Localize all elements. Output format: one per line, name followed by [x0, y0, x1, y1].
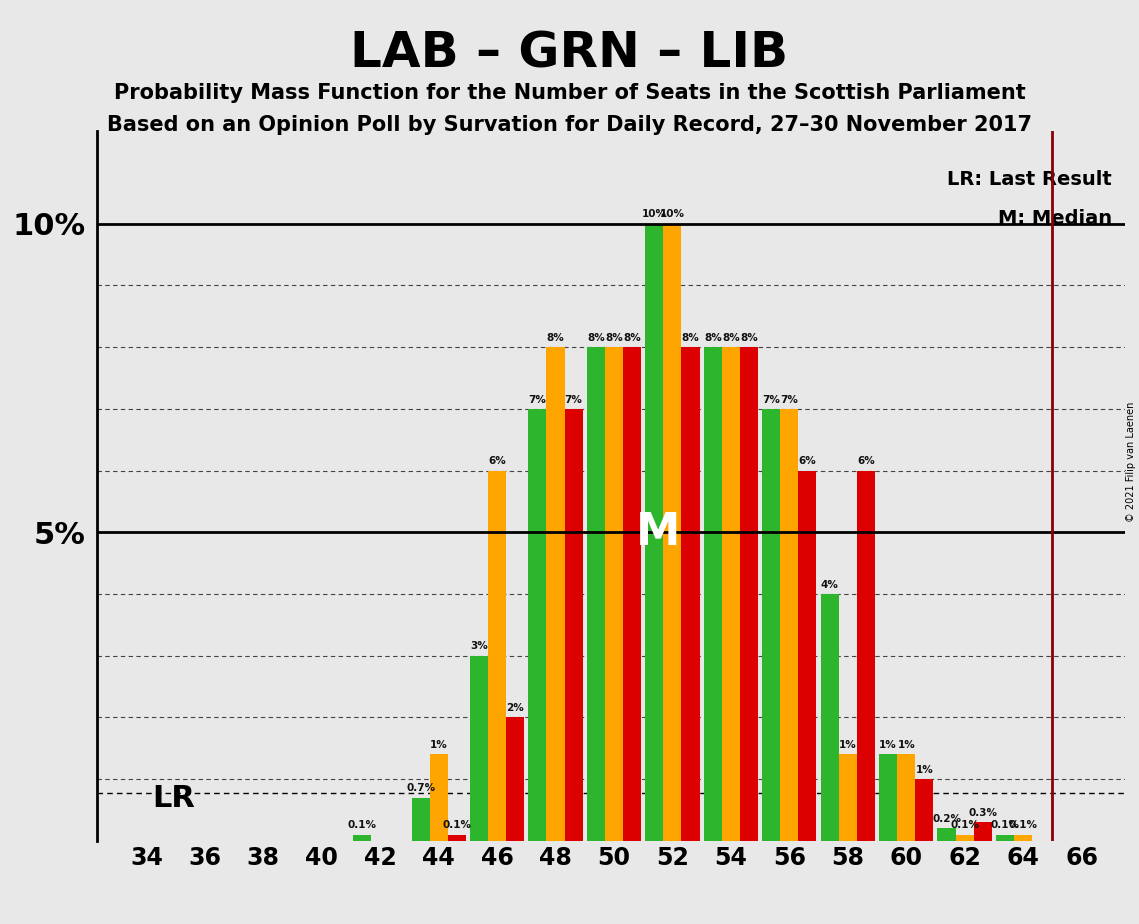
Text: 7%: 7% — [565, 395, 583, 405]
Text: 7%: 7% — [528, 395, 547, 405]
Text: 1%: 1% — [429, 740, 448, 750]
Bar — [646, 224, 663, 841]
Text: M: Median: M: Median — [998, 209, 1112, 228]
Bar — [857, 470, 875, 841]
Text: 10%: 10% — [659, 210, 685, 219]
Bar — [681, 347, 699, 841]
Bar — [740, 347, 759, 841]
Bar — [528, 409, 547, 841]
Text: 8%: 8% — [605, 333, 623, 343]
Text: 0.1%: 0.1% — [347, 821, 377, 831]
Bar — [879, 755, 898, 841]
Text: Based on an Opinion Poll by Survation for Daily Record, 27–30 November 2017: Based on an Opinion Poll by Survation fo… — [107, 115, 1032, 135]
Text: 8%: 8% — [681, 333, 699, 343]
Text: LR: Last Result: LR: Last Result — [948, 170, 1112, 189]
Bar — [937, 829, 956, 841]
Text: 6%: 6% — [489, 456, 506, 467]
Bar — [898, 755, 916, 841]
Text: 8%: 8% — [547, 333, 565, 343]
Bar — [956, 834, 974, 841]
Bar — [587, 347, 605, 841]
Bar — [353, 834, 371, 841]
Text: LR: LR — [153, 784, 195, 813]
Text: 8%: 8% — [704, 333, 722, 343]
Text: 0.1%: 0.1% — [1008, 821, 1038, 831]
Text: 7%: 7% — [762, 395, 780, 405]
Bar — [780, 409, 798, 841]
Text: 0.1%: 0.1% — [991, 821, 1019, 831]
Text: 0.1%: 0.1% — [950, 821, 980, 831]
Text: 0.3%: 0.3% — [968, 808, 998, 818]
Bar — [547, 347, 565, 841]
Bar — [605, 347, 623, 841]
Text: Probability Mass Function for the Number of Seats in the Scottish Parliament: Probability Mass Function for the Number… — [114, 83, 1025, 103]
Text: 0.7%: 0.7% — [405, 784, 435, 794]
Text: 1%: 1% — [839, 740, 857, 750]
Bar — [565, 409, 583, 841]
Bar — [820, 594, 838, 841]
Bar — [704, 347, 722, 841]
Bar — [916, 779, 933, 841]
Text: 0.1%: 0.1% — [442, 821, 472, 831]
Text: 1%: 1% — [916, 765, 933, 775]
Text: 8%: 8% — [587, 333, 605, 343]
Bar — [448, 834, 466, 841]
Text: © 2021 Filip van Laenen: © 2021 Filip van Laenen — [1126, 402, 1136, 522]
Text: 10%: 10% — [641, 210, 666, 219]
Bar — [663, 224, 681, 841]
Text: 2%: 2% — [507, 703, 524, 713]
Text: 4%: 4% — [821, 579, 838, 590]
Bar — [411, 797, 429, 841]
Text: M: M — [636, 511, 680, 553]
Text: 8%: 8% — [623, 333, 641, 343]
Bar — [623, 347, 641, 841]
Text: 8%: 8% — [740, 333, 757, 343]
Bar — [506, 717, 524, 841]
Text: LAB – GRN – LIB: LAB – GRN – LIB — [351, 30, 788, 78]
Bar — [838, 755, 857, 841]
Text: 1%: 1% — [898, 740, 915, 750]
Text: 3%: 3% — [470, 641, 487, 651]
Bar — [974, 822, 992, 841]
Bar — [429, 755, 448, 841]
Bar — [470, 656, 487, 841]
Text: 1%: 1% — [879, 740, 896, 750]
Text: 8%: 8% — [722, 333, 739, 343]
Bar — [995, 834, 1014, 841]
Bar — [722, 347, 740, 841]
Bar — [1014, 834, 1032, 841]
Text: 6%: 6% — [857, 456, 875, 467]
Bar — [487, 470, 506, 841]
Text: 6%: 6% — [798, 456, 817, 467]
Bar — [762, 409, 780, 841]
Bar — [798, 470, 817, 841]
Text: 7%: 7% — [780, 395, 798, 405]
Text: 0.2%: 0.2% — [932, 814, 961, 824]
